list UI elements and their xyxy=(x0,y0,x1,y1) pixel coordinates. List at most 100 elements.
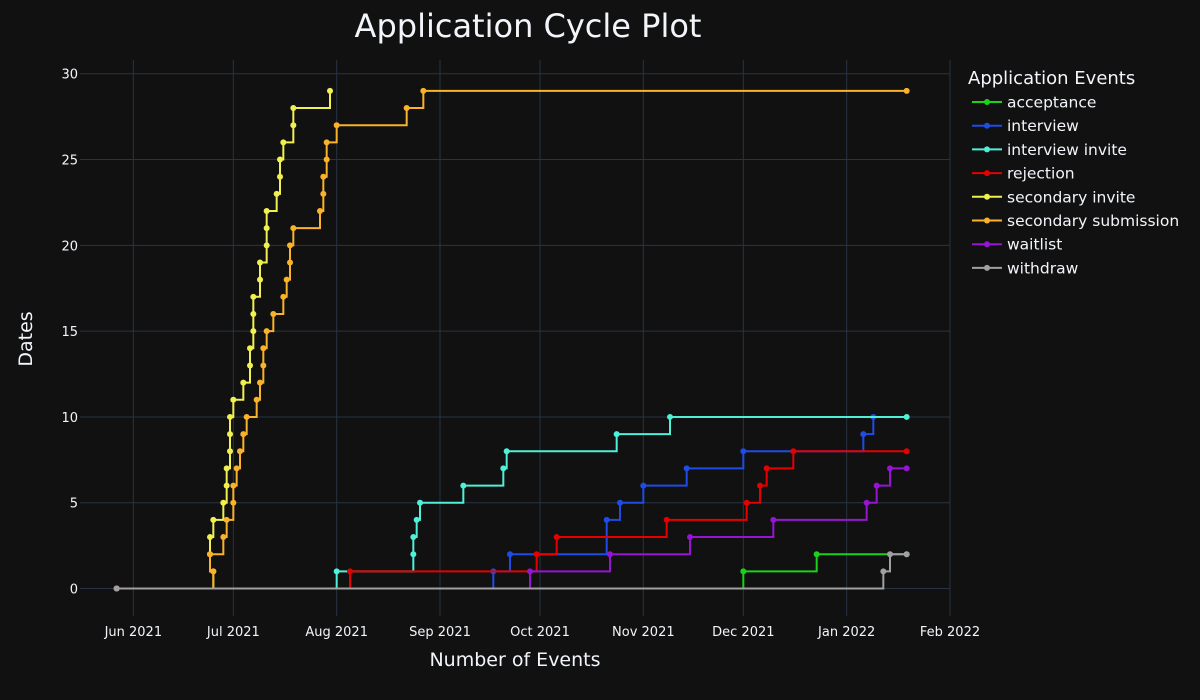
series-waitlist xyxy=(113,465,910,592)
legend-label: secondary invite xyxy=(1007,188,1135,206)
data-point-secondary-invite xyxy=(240,379,247,386)
data-point-interview-invite xyxy=(460,482,467,489)
legend-swatch-marker xyxy=(984,193,990,200)
data-point-secondary-submission xyxy=(257,379,263,386)
legend-item-interview-invite[interactable]: interview invite xyxy=(972,141,1127,159)
legend-title: Application Events xyxy=(968,68,1135,89)
data-point-secondary-submission xyxy=(420,87,427,94)
data-point-secondary-submission xyxy=(223,516,230,523)
legend-item-secondary-submission[interactable]: secondary submission xyxy=(972,212,1179,230)
y-tick-label: 5 xyxy=(70,497,78,512)
y-axis-title: Dates xyxy=(15,311,37,366)
data-point-secondary-submission xyxy=(280,293,287,300)
data-point-secondary-submission xyxy=(237,448,243,455)
data-point-rejection xyxy=(757,482,763,489)
data-point-secondary-invite xyxy=(277,173,283,180)
data-point-acceptance xyxy=(740,568,747,575)
data-point-waitlist xyxy=(873,482,880,489)
legend-label: waitlist xyxy=(1007,236,1062,254)
data-point-secondary-invite xyxy=(263,225,270,232)
series-line-rejection xyxy=(116,450,907,590)
data-point-secondary-submission xyxy=(253,396,260,403)
data-point-secondary-submission xyxy=(317,208,323,215)
data-point-secondary-invite xyxy=(263,242,270,249)
legend-label: withdraw xyxy=(1007,259,1079,277)
x-tick-label: Aug 2021 xyxy=(305,625,368,640)
legend-item-waitlist[interactable]: waitlist xyxy=(972,236,1062,254)
legend-label: interview xyxy=(1007,117,1079,135)
data-point-secondary-invite xyxy=(257,259,263,266)
series-secondary-invite xyxy=(113,87,333,592)
data-point-secondary-submission xyxy=(270,310,277,317)
data-point-secondary-invite xyxy=(227,413,233,420)
data-point-secondary-submission xyxy=(323,156,330,163)
y-tick-label: 0 xyxy=(70,583,78,598)
legend-label: rejection xyxy=(1007,165,1075,183)
data-point-secondary-invite xyxy=(207,534,213,541)
legend-label: interview invite xyxy=(1007,141,1127,159)
x-tick-label: Jan 2022 xyxy=(817,625,875,640)
data-point-waitlist xyxy=(770,516,777,523)
legend-label: acceptance xyxy=(1007,94,1096,112)
data-point-secondary-invite xyxy=(247,362,253,369)
legend-swatch-marker xyxy=(984,217,990,224)
legend-item-interview[interactable]: interview xyxy=(972,117,1079,135)
data-point-secondary-submission xyxy=(260,345,267,352)
x-tick-label: Oct 2021 xyxy=(510,625,570,640)
data-point-secondary-submission xyxy=(333,122,340,129)
data-point-secondary-submission xyxy=(403,105,410,112)
legend-swatch-marker xyxy=(984,170,990,177)
legend-swatch-marker xyxy=(984,264,990,271)
data-point-waitlist xyxy=(863,499,870,506)
y-tick-label: 25 xyxy=(61,154,78,169)
data-point-interview-invite xyxy=(500,465,507,472)
data-point-secondary-invite xyxy=(230,396,237,403)
data-point-interview xyxy=(507,551,513,558)
series-secondary-submission xyxy=(113,87,910,592)
legend-item-secondary-invite[interactable]: secondary invite xyxy=(972,188,1135,206)
data-point-secondary-invite xyxy=(273,190,280,197)
legend-swatch-marker xyxy=(984,241,990,248)
series-line-waitlist xyxy=(116,467,907,590)
data-point-waitlist xyxy=(607,551,613,558)
data-point-secondary-invite xyxy=(257,276,263,283)
data-point-secondary-invite xyxy=(280,139,287,146)
data-point-secondary-invite xyxy=(247,345,253,352)
data-point-secondary-submission xyxy=(283,276,290,283)
data-point-secondary-submission xyxy=(320,190,327,197)
data-point-secondary-submission xyxy=(240,431,247,438)
legend-item-withdraw[interactable]: withdraw xyxy=(972,259,1079,277)
data-point-interview-invite xyxy=(333,568,340,575)
legend-item-acceptance[interactable]: acceptance xyxy=(972,94,1096,112)
data-point-interview-invite xyxy=(413,516,420,523)
data-point-withdraw xyxy=(887,551,893,558)
data-point-secondary-invite xyxy=(223,465,230,472)
data-point-secondary-submission xyxy=(263,328,270,335)
data-point-secondary-submission xyxy=(323,139,330,146)
data-point-secondary-invite xyxy=(220,499,227,506)
data-point-secondary-submission xyxy=(290,225,297,232)
data-point-secondary-invite xyxy=(250,328,257,335)
legend-item-rejection[interactable]: rejection xyxy=(972,165,1075,183)
x-tick-label: Nov 2021 xyxy=(612,625,675,640)
x-tick-label: Jun 2021 xyxy=(104,625,163,640)
y-tick-label: 20 xyxy=(61,239,78,254)
data-point-secondary-submission xyxy=(260,362,267,369)
data-point-secondary-submission xyxy=(903,87,910,94)
data-point-interview xyxy=(683,465,690,472)
data-point-secondary-invite xyxy=(250,310,257,317)
data-point-secondary-submission xyxy=(233,465,240,472)
legend: Application Events acceptance interview in… xyxy=(968,68,1179,277)
legend-swatch-marker xyxy=(984,99,990,105)
series-withdraw xyxy=(113,551,910,592)
data-point-secondary-invite xyxy=(227,431,233,438)
x-tick-label: Sep 2021 xyxy=(409,625,471,640)
data-point-interview xyxy=(860,431,867,438)
series-layer xyxy=(113,87,910,592)
data-point-waitlist xyxy=(903,465,910,472)
y-tick-label: 30 xyxy=(61,68,78,83)
data-point-withdraw xyxy=(903,551,910,558)
legend-label: secondary submission xyxy=(1007,212,1179,230)
